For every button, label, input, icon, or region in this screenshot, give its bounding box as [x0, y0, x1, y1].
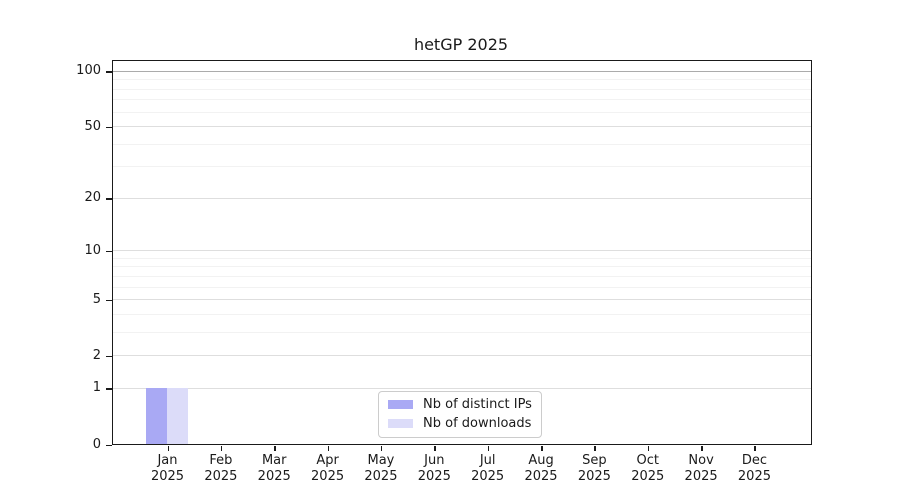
x-tick [647, 446, 650, 451]
legend-label-downloads: Nb of downloads [423, 416, 532, 431]
y-tick [106, 299, 112, 302]
legend-label-distinct-ips: Nb of distinct IPs [423, 397, 532, 412]
x-tick [167, 446, 169, 451]
legend-item-downloads: Nb of downloads [388, 416, 532, 431]
y-tick-label: 2 [92, 347, 101, 363]
x-tick-label: Sep 2025 [564, 453, 624, 485]
gridline-minor [113, 313, 811, 315]
x-tick-label: May 2025 [351, 453, 411, 485]
gridline-minor [113, 257, 811, 259]
x-tick-label-month: Jun [424, 453, 445, 468]
bar-distinct-ips [145, 387, 167, 444]
y-tick [106, 198, 112, 200]
gridline-minor [113, 99, 811, 101]
chart-title: hetGP 2025 [413, 35, 509, 54]
x-tick-label-year: 2025 [364, 469, 398, 484]
gridline-minor [113, 79, 811, 81]
gridline-minor [113, 88, 811, 90]
gridline-major [113, 250, 811, 252]
gridline-major [113, 70, 811, 72]
x-tick [487, 446, 490, 451]
gridline-minor [113, 286, 811, 288]
y-tick-label: 5 [92, 291, 101, 307]
x-tick-label-month: Dec [741, 453, 768, 468]
y-tick-label: 100 [76, 63, 101, 79]
y-tick [106, 71, 112, 73]
gridline-major [113, 197, 811, 199]
bar-downloads [167, 387, 189, 444]
x-tick-label-month: Sep [582, 453, 607, 468]
x-tick-label-month: Jan [157, 453, 178, 468]
x-tick-label-year: 2025 [471, 469, 505, 484]
y-tick [106, 250, 112, 253]
x-tick-label: Jul 2025 [458, 453, 518, 485]
x-tick-label-year: 2025 [311, 469, 345, 484]
x-tick-label-month: Aug [528, 453, 554, 468]
legend-item-distinct-ips: Nb of distinct IPs [388, 397, 532, 412]
y-tick [106, 444, 112, 446]
x-tick-label: Oct 2025 [618, 453, 678, 485]
legend-swatch-distinct-ips [388, 400, 413, 409]
gridline-minor [113, 111, 811, 113]
gridline-minor [113, 143, 811, 145]
x-tick [274, 446, 276, 451]
x-tick-label-year: 2025 [204, 469, 238, 484]
x-tick-label-month: Feb [209, 453, 233, 468]
x-tick-label-month: Jul [479, 453, 496, 468]
x-tick-label-month: Nov [688, 453, 714, 468]
x-tick-label: Jun 2025 [404, 453, 464, 485]
x-tick-label-year: 2025 [417, 469, 451, 484]
gridline-major [113, 387, 811, 389]
y-tick-label: 0 [92, 436, 101, 452]
x-tick [327, 446, 330, 451]
y-tick-label: 1 [92, 380, 101, 396]
x-tick-label-year: 2025 [524, 469, 558, 484]
x-tick [434, 446, 436, 451]
x-tick-label: Mar 2025 [244, 453, 304, 485]
y-tick [106, 388, 112, 390]
x-tick-label-month: Mar [261, 453, 287, 468]
gridline-major [113, 355, 811, 357]
gridline-minor [113, 166, 811, 168]
y-tick [106, 355, 112, 358]
x-tick-label: Nov 2025 [671, 453, 731, 485]
gridline-major [113, 126, 811, 128]
x-tick-label-year: 2025 [631, 469, 665, 484]
x-tick-label-month: Apr [316, 453, 339, 468]
x-tick-label: Dec 2025 [724, 453, 784, 485]
x-tick-label-year: 2025 [577, 469, 611, 484]
x-tick-label-year: 2025 [257, 469, 291, 484]
x-tick [701, 446, 703, 451]
y-tick [106, 126, 112, 129]
x-tick-label-year: 2025 [684, 469, 718, 484]
gridline-minor [113, 266, 811, 268]
y-tick-label: 10 [84, 242, 101, 258]
x-tick-label: Aug 2025 [511, 453, 571, 485]
gridline-major [113, 299, 811, 301]
legend-swatch-downloads [388, 419, 413, 428]
x-tick [220, 446, 223, 451]
x-tick-label-year: 2025 [150, 469, 185, 484]
x-tick-label: Apr 2025 [298, 453, 358, 485]
x-tick-label: Feb 2025 [191, 453, 251, 485]
x-tick [380, 446, 383, 451]
legend: Nb of distinct IPs Nb of downloads [378, 391, 542, 438]
x-tick-label: Jan 2025 [138, 453, 198, 485]
y-tick-label: 50 [84, 118, 101, 134]
y-tick-label: 20 [84, 190, 101, 206]
x-tick [594, 446, 596, 451]
x-tick-label-year: 2025 [737, 469, 771, 484]
x-tick-label-month: Oct [636, 453, 659, 468]
x-tick [754, 446, 756, 451]
x-tick-label-month: May [367, 453, 395, 468]
x-tick [541, 446, 543, 451]
plot-area: Nb of distinct IPs Nb of downloads [112, 60, 812, 445]
gridline-minor [113, 275, 811, 277]
gridline-minor [113, 331, 811, 333]
